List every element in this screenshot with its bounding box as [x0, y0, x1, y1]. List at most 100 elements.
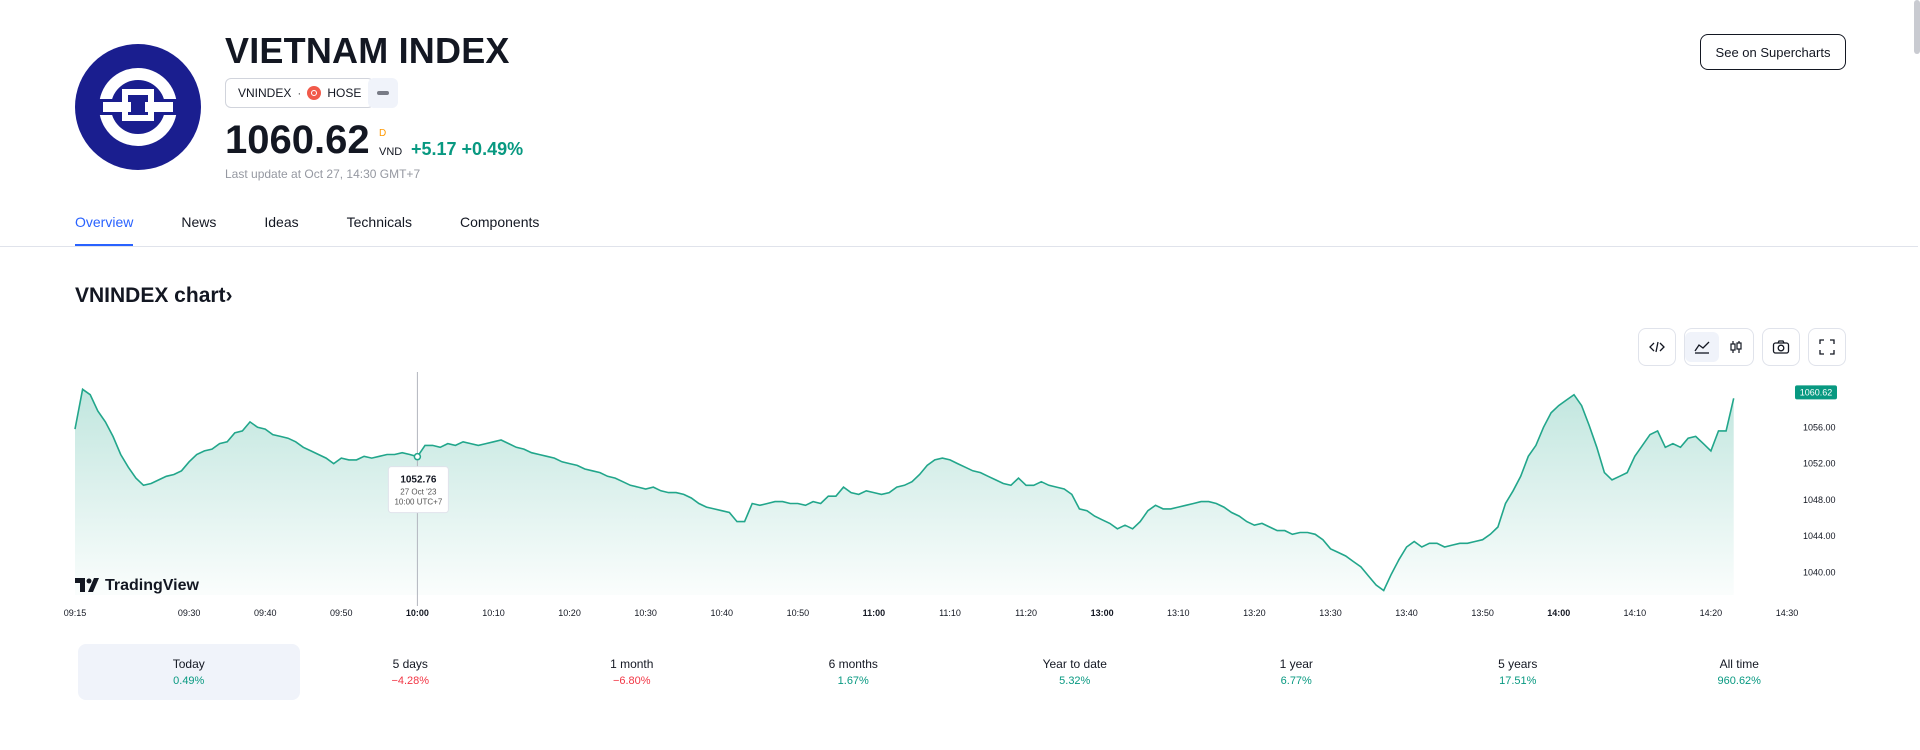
y-tick-label: 1044.00	[1803, 531, 1836, 541]
tab-technicals[interactable]: Technicals	[346, 214, 412, 230]
period-today[interactable]: Today 0.49%	[78, 644, 300, 700]
x-tick-label: 13:30	[1319, 608, 1342, 618]
y-tick-label: 1056.00	[1803, 422, 1836, 432]
x-tick-label: 09:50	[330, 608, 353, 618]
page-scrollbar[interactable]	[1914, 0, 1920, 54]
x-tick-label: 10:00	[406, 608, 429, 618]
crosshair-point	[413, 452, 422, 461]
period-value: 960.62%	[1717, 675, 1761, 687]
x-tick-label: 11:00	[863, 608, 886, 618]
period-1-year[interactable]: 1 year 6.77%	[1186, 644, 1408, 700]
price-value: 1060.62	[225, 118, 370, 162]
period-label: 1 year	[1279, 657, 1313, 671]
x-tick-label: 14:20	[1700, 608, 1723, 618]
period-value: 17.51%	[1499, 675, 1537, 687]
tooltip-value: 1052.76	[400, 475, 437, 486]
more-options-button[interactable]	[368, 78, 398, 108]
x-tick-label: 13:40	[1395, 608, 1418, 618]
tooltip-date: 27 Oct '23	[400, 488, 437, 497]
period-label: 5 days	[392, 657, 428, 671]
candles-style-button[interactable]	[1719, 332, 1753, 362]
tooltip-time: 10:00 UTC+7	[394, 498, 442, 507]
symbol-pill[interactable]: VNINDEX · HOSE	[225, 78, 375, 108]
screenshot-button[interactable]	[1762, 328, 1800, 366]
x-tick-label: 10:30	[634, 608, 657, 618]
exchange-label: HOSE	[327, 86, 362, 100]
see-on-supercharts-button[interactable]: See on Supercharts	[1700, 34, 1846, 70]
y-tick-label: 1052.00	[1803, 459, 1836, 469]
period-label: 5 years	[1498, 657, 1538, 671]
tab-news[interactable]: News	[181, 214, 217, 230]
exchange-flag-icon	[307, 86, 322, 100]
chart-style-group	[1684, 328, 1754, 366]
last-update: Last update at Oct 27, 14:30 GMT+7	[225, 167, 421, 181]
ellipsis-icon	[377, 91, 389, 95]
symbol-label: VNINDEX	[238, 86, 292, 100]
tradingview-logo[interactable]: TradingView	[75, 577, 199, 595]
x-tick-label: 13:20	[1243, 608, 1266, 618]
price-line	[74, 387, 1735, 592]
period-label: 6 months	[828, 657, 878, 671]
x-tick-label: 13:10	[1167, 608, 1190, 618]
period-value: 0.49%	[173, 675, 205, 687]
period-label: Today	[172, 657, 205, 671]
period-all-time[interactable]: All time 960.62%	[1629, 644, 1851, 700]
price-chart[interactable]: 1040.00 1044.00 1048.00 1052.00 1056.00 1052…	[0, 370, 1920, 630]
tab-components[interactable]: Components	[460, 214, 540, 230]
x-tick-label: 10:10	[482, 608, 505, 618]
x-tick-label: 14:00	[1547, 608, 1570, 618]
code-icon	[1649, 341, 1665, 353]
fullscreen-icon	[1819, 339, 1835, 355]
period-performance-bar: Today 0.49% 5 days −4.28% 1 month −6.80%…	[78, 644, 1850, 700]
price-flag: D	[379, 128, 387, 139]
logo-mark-icon	[99, 68, 177, 146]
candlestick-icon	[1730, 341, 1742, 353]
x-tick-label: 09:40	[254, 608, 277, 618]
y-tick-label: 1048.00	[1803, 495, 1836, 505]
x-tick-label: 10:50	[787, 608, 810, 618]
x-tick-label: 11:20	[1015, 608, 1037, 618]
tab-ideas[interactable]: Ideas	[264, 214, 299, 230]
x-tick-label: 09:15	[64, 608, 87, 618]
camera-icon	[1772, 340, 1790, 354]
price-change: +5.17 +0.49%	[411, 139, 524, 159]
currency-label: VND	[379, 146, 403, 158]
area-style-button[interactable]	[1685, 332, 1719, 362]
last-price-label: 1060.62	[1795, 385, 1837, 400]
x-tick-label: 14:30	[1776, 608, 1799, 618]
fullscreen-button[interactable]	[1808, 328, 1846, 366]
period-value: 6.77%	[1280, 675, 1312, 687]
period-value: −4.28%	[391, 675, 430, 687]
period-label: All time	[1719, 657, 1759, 671]
last-price-text: 1060.62	[1800, 387, 1833, 397]
period-value: 5.32%	[1059, 675, 1091, 687]
tabs-divider	[0, 246, 1918, 247]
tradingview-mark-icon	[75, 577, 99, 595]
period-6-months[interactable]: 6 months 1.67%	[743, 644, 965, 700]
period-label: Year to date	[1042, 657, 1107, 671]
period-value: 1.67%	[837, 675, 869, 687]
chart-tooltip: 1052.76 27 Oct '23 10:00 UTC+7	[387, 466, 449, 514]
period-year-to-date[interactable]: Year to date 5.32%	[964, 644, 1186, 700]
period-label: 1 month	[610, 657, 654, 671]
tab-bar: Overview News Ideas Technicals Component…	[75, 214, 587, 246]
x-tick-label: 14:10	[1624, 608, 1647, 618]
x-tick-label: 11:10	[939, 608, 961, 618]
period-value: −6.80%	[612, 675, 651, 687]
period-5-days[interactable]: 5 days −4.28%	[300, 644, 522, 700]
tradingview-label: TradingView	[105, 577, 199, 594]
price-area-fill	[75, 389, 1734, 595]
x-tick-label: 09:30	[178, 608, 201, 618]
period-1-month[interactable]: 1 month −6.80%	[521, 644, 743, 700]
page-title: VIETNAM INDEX	[225, 30, 510, 71]
x-tick-label: 13:50	[1471, 608, 1494, 618]
chart-title-link[interactable]: VNINDEX chart›	[75, 284, 233, 308]
tab-overview[interactable]: Overview	[75, 214, 134, 246]
chevron-right-icon: ›	[225, 284, 233, 307]
y-tick-label: 1040.00	[1803, 567, 1836, 577]
vnindex-logo	[75, 44, 201, 170]
embed-button[interactable]	[1638, 328, 1676, 366]
x-tick-label: 13:00	[1091, 608, 1114, 618]
x-tick-label: 10:40	[710, 608, 733, 618]
period-5-years[interactable]: 5 years 17.51%	[1407, 644, 1629, 700]
